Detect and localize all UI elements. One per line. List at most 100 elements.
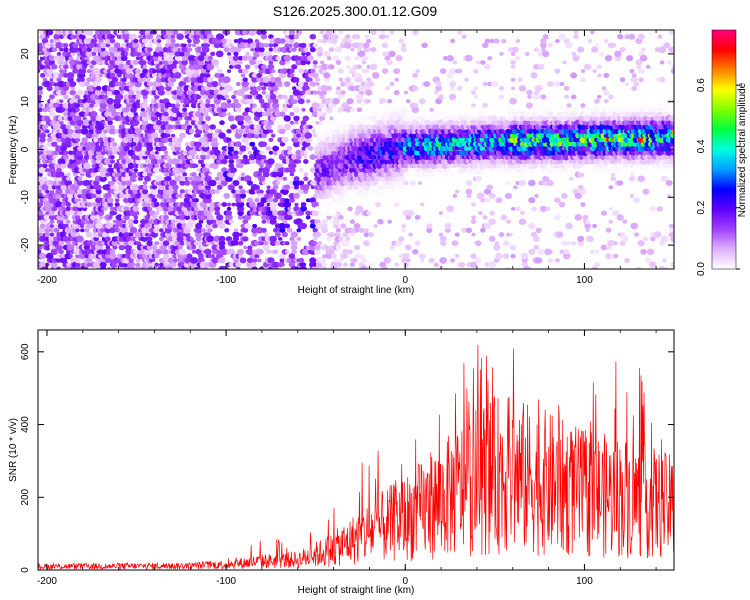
spectrogram-cell bbox=[182, 159, 188, 164]
spectrogram-cell bbox=[329, 116, 334, 121]
spectrogram-cell bbox=[401, 258, 407, 263]
spectrogram-cell bbox=[132, 184, 140, 191]
spectrogram-cell bbox=[201, 46, 210, 53]
spectrogram-cell bbox=[300, 202, 307, 207]
spectrogram-cell bbox=[470, 253, 477, 259]
spectrogram-cell bbox=[64, 137, 72, 143]
spectrogram-cell bbox=[309, 154, 317, 161]
spectrogram-cell bbox=[398, 38, 404, 44]
spectrogram-cell bbox=[142, 38, 149, 44]
spectrogram-cell bbox=[38, 107, 43, 112]
spectrogram-cell bbox=[170, 103, 176, 108]
spectrogram-cell bbox=[38, 128, 42, 135]
spectrogram-cell bbox=[73, 248, 82, 255]
spectrogram-cell bbox=[335, 90, 342, 96]
spectrogram-cell bbox=[153, 227, 161, 234]
spectrogram-cell bbox=[102, 129, 109, 134]
spectrogram-cell bbox=[155, 119, 163, 126]
spectrogram-cell bbox=[409, 180, 417, 186]
spectrogram-cell bbox=[99, 171, 107, 178]
spectrogram-cell bbox=[493, 38, 500, 44]
spectrogram-cell bbox=[439, 257, 448, 264]
spectrogram-cell bbox=[229, 43, 234, 48]
spectrogram-cell bbox=[172, 60, 179, 65]
spectrogram-cell bbox=[84, 81, 90, 87]
spectrogram-cell bbox=[69, 257, 76, 263]
spectrogram-cell bbox=[127, 197, 135, 204]
spectrogram-cell bbox=[366, 47, 372, 52]
spectrogram-cell bbox=[473, 68, 479, 74]
spectrogram-cell bbox=[388, 115, 396, 122]
spectrogram-cell bbox=[107, 215, 113, 220]
spectrogram-cell bbox=[259, 249, 264, 254]
spectrogram-cell bbox=[138, 198, 143, 203]
spectrogram-cell bbox=[83, 119, 91, 126]
spectrogram-cell bbox=[223, 192, 231, 199]
spectrogram-cell bbox=[242, 236, 249, 242]
spectrogram-cell bbox=[268, 194, 274, 198]
spectrogram-cell bbox=[346, 184, 354, 191]
spectrogram-cell bbox=[223, 46, 230, 53]
spectrogram-cell bbox=[211, 257, 219, 264]
spectrogram-cell bbox=[190, 102, 198, 109]
spectrogram-cell bbox=[249, 141, 256, 147]
spectrogram-cell bbox=[246, 257, 253, 263]
spectrogram-cell bbox=[400, 47, 407, 53]
spectrogram-cell bbox=[259, 81, 265, 87]
spectrogram-cell bbox=[239, 257, 247, 264]
spectrogram-cell bbox=[205, 125, 211, 129]
spectrogram-cell bbox=[385, 180, 390, 186]
spectrogram-cell bbox=[69, 81, 77, 87]
spectrogram-cell bbox=[272, 210, 279, 217]
spectrogram-cell bbox=[156, 34, 163, 40]
spectrogram-cell bbox=[275, 240, 281, 246]
spectrogram-cell bbox=[291, 64, 298, 70]
spectrogram-cell bbox=[112, 185, 118, 190]
figure-title: S126.2025.300.01.12.G09 bbox=[273, 3, 437, 19]
spectrogram-cell bbox=[282, 219, 288, 224]
spectrogram-cell bbox=[197, 55, 205, 62]
spectrogram-cell bbox=[76, 188, 84, 195]
spectrogram-cell bbox=[293, 115, 300, 122]
spectrogram-cell bbox=[252, 86, 257, 91]
spectrogram-cell bbox=[412, 103, 419, 108]
spectrogram-cell bbox=[287, 150, 292, 155]
spectrogram-cell bbox=[39, 64, 46, 70]
spectrogram-cell bbox=[88, 42, 95, 49]
spectrogram-cell bbox=[484, 63, 491, 70]
spectrogram-cell bbox=[417, 181, 423, 185]
spectrogram-cell bbox=[226, 129, 232, 134]
spectrogram-cell bbox=[99, 175, 107, 182]
spectrogram-cell bbox=[345, 236, 351, 241]
spectrogram-cell bbox=[174, 141, 182, 148]
spectrogram-cell bbox=[243, 39, 248, 43]
spectrogram-cell bbox=[252, 56, 257, 61]
spectrogram-cell bbox=[385, 86, 390, 91]
spectrogram-cell bbox=[103, 94, 108, 100]
spectrogram-cell bbox=[128, 240, 135, 246]
spectrogram-cell bbox=[98, 245, 104, 250]
spectrogram-cell bbox=[359, 254, 365, 259]
spectrogram-cell bbox=[296, 133, 302, 138]
spectrogram-cell bbox=[111, 111, 119, 117]
spectrogram-cell bbox=[216, 68, 223, 74]
spectrogram-cell bbox=[177, 137, 183, 143]
spectrogram-cell bbox=[316, 111, 323, 117]
spectrogram-cell bbox=[245, 146, 250, 151]
spectrogram-cell bbox=[224, 228, 230, 233]
spectrogram-cell bbox=[258, 98, 265, 104]
spectrogram-cell bbox=[486, 184, 494, 191]
spectrogram-cell bbox=[128, 168, 134, 173]
spectrogram-cell bbox=[286, 257, 293, 264]
spectrogram-cell bbox=[204, 163, 212, 169]
spectrogram-cell bbox=[499, 86, 504, 91]
spectrogram-cell bbox=[226, 69, 232, 73]
spectrogram-cell bbox=[364, 228, 369, 233]
spectrogram-cell bbox=[144, 159, 151, 164]
spectrogram-cell bbox=[404, 244, 412, 251]
spectrogram-cell bbox=[344, 81, 351, 87]
spectrogram-cell bbox=[205, 154, 211, 160]
spectrogram-cell bbox=[177, 124, 183, 130]
spectrogram-cell bbox=[104, 145, 112, 152]
